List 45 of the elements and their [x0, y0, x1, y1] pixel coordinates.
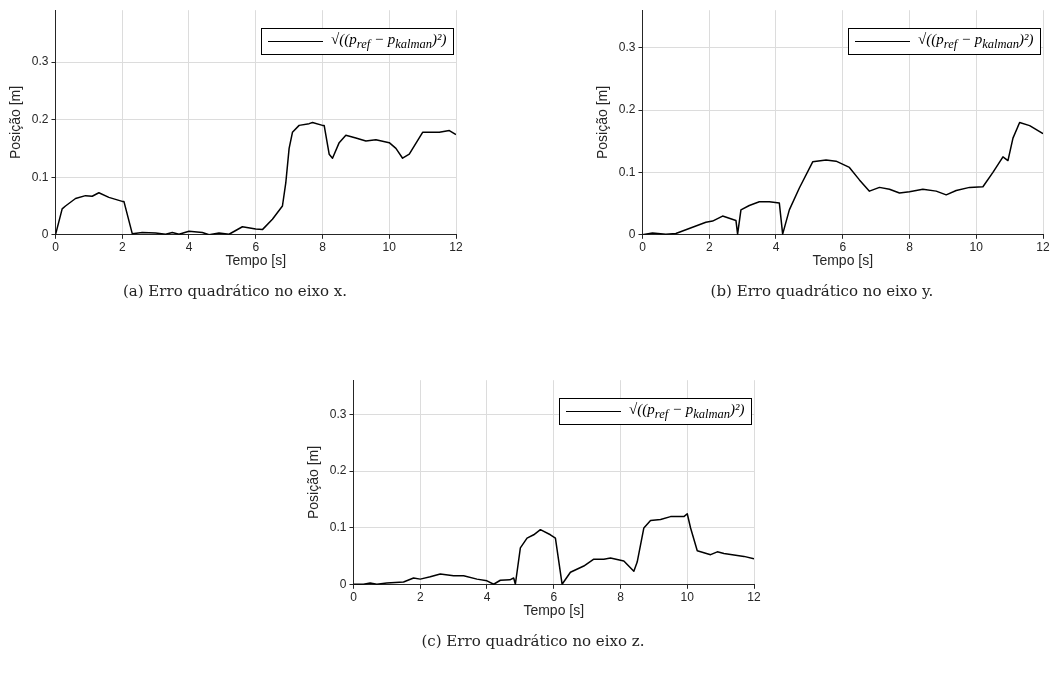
x-tick-label: 8: [906, 240, 914, 255]
x-tick-label: 0: [639, 240, 647, 255]
y-axis-title: Posição [m]: [305, 445, 322, 520]
x-axis-title: Tempo [s]: [225, 252, 287, 269]
x-tick-label: 12: [449, 240, 463, 255]
x-axis-title: Tempo [s]: [523, 602, 585, 619]
y-tick-label: 0.1: [31, 169, 49, 184]
y-axis-title: Posição [m]: [594, 85, 611, 160]
x-tick-label: 8: [319, 240, 327, 255]
y-tick-label: 0.2: [31, 111, 49, 126]
legend-label: √((p$_{ref}$ − p$_{kalman}$)²): [331, 31, 447, 53]
y-tick-label: 0.3: [31, 54, 49, 69]
x-tick-label: 2: [416, 590, 424, 605]
x-tick-label: 2: [118, 240, 126, 255]
x-tick-label: 8: [617, 590, 625, 605]
text: (a) Erro quadrático no eixo x.: [121, 282, 349, 300]
y-tick-label: 0.2: [329, 463, 347, 478]
x-tick-label: 10: [969, 240, 984, 255]
x-tick-label: 10: [680, 590, 695, 605]
y-tick-label: 0: [339, 577, 347, 592]
y-tick-label: 0: [41, 227, 49, 242]
y-tick-label: 0: [628, 227, 636, 242]
x-tick-label: 6: [252, 240, 260, 255]
text: (b) Erro quadrático no eixo y.: [709, 282, 935, 300]
y-tick-label: 0.3: [329, 406, 347, 421]
x-tick-label: 2: [705, 240, 713, 255]
x-tick-label: 4: [483, 590, 491, 605]
x-tick-label: 6: [550, 590, 558, 605]
y-tick-label: 0.1: [618, 164, 636, 179]
text: (c) Erro quadrático no eixo z.: [420, 632, 646, 650]
x-tick-label: 12: [747, 590, 761, 605]
y-axis-title: Posição [m]: [7, 85, 24, 160]
x-tick-label: 4: [772, 240, 780, 255]
x-tick-label: 0: [52, 240, 60, 255]
y-tick-label: 0.1: [329, 520, 347, 535]
legend-label: √((p$_{ref}$ − p$_{kalman}$)²): [629, 401, 745, 423]
x-tick-label: 0: [350, 590, 358, 605]
x-tick-label: 4: [185, 240, 193, 255]
x-tick-label: 12: [1036, 240, 1050, 255]
x-tick-label: 10: [382, 240, 397, 255]
legend-label: √((p$_{ref}$ − p$_{kalman}$)²): [918, 31, 1034, 53]
y-tick-label: 0.3: [618, 39, 636, 54]
x-axis-title: Tempo [s]: [812, 252, 874, 269]
y-tick-label: 0.2: [618, 102, 636, 117]
x-tick-label: 6: [839, 240, 847, 255]
